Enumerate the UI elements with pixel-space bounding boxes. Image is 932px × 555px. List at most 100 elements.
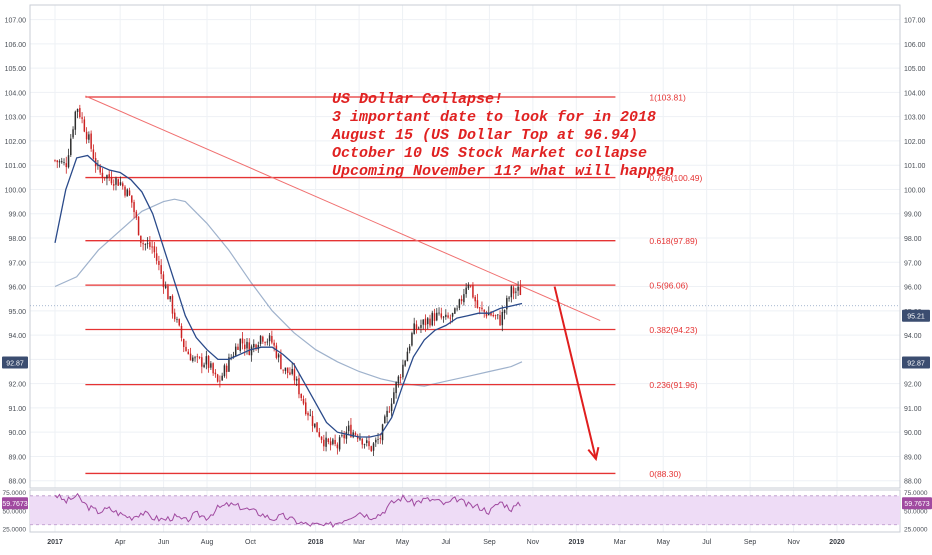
candle-body	[293, 369, 296, 381]
candle-body	[413, 323, 415, 335]
ma50-layer	[54, 154, 523, 438]
candle-body	[478, 307, 481, 309]
candle-body	[280, 354, 282, 370]
rsi-value-badge-right-bg	[902, 497, 932, 510]
candle-body	[379, 438, 382, 440]
x-tick-label: Nov	[527, 539, 540, 546]
candle-body	[101, 172, 104, 179]
candle-body	[291, 368, 293, 374]
candle-body	[192, 357, 194, 361]
y-tick-right: 99.00	[904, 212, 922, 219]
candle-body	[300, 393, 302, 398]
candle-body	[420, 325, 422, 328]
candle-body	[187, 351, 190, 355]
candle-body	[225, 365, 228, 372]
y-tick-right: 88.00	[904, 479, 922, 486]
candle-body	[223, 365, 226, 377]
x-tick-label: Apr	[115, 539, 127, 546]
candle-body	[92, 149, 95, 159]
candle-body	[112, 184, 115, 186]
candle-body	[79, 108, 81, 118]
candle-body	[124, 186, 126, 196]
candle-body	[426, 318, 429, 325]
x-tick-label: May	[657, 539, 671, 546]
y-tick-right: 89.00	[904, 454, 922, 461]
x-tick-label: Sep	[483, 539, 496, 546]
candle-body	[273, 342, 275, 346]
rsi-y-tick-right: 75.0000	[904, 490, 928, 497]
candle-body	[286, 367, 289, 373]
candle-body	[164, 286, 167, 288]
rsi-layer	[30, 492, 900, 528]
candle-body	[90, 133, 92, 149]
candle-body	[205, 356, 208, 365]
y-tick-left: 92.00	[8, 382, 26, 389]
y-tick-left: 98.00	[8, 236, 26, 243]
ma-value-badge-right-text: 92.87	[907, 361, 925, 368]
candle-body	[415, 324, 418, 330]
candle-body	[501, 312, 504, 326]
candle-body	[431, 312, 434, 326]
candle-body	[189, 353, 192, 361]
y-tick-left: 100.00	[5, 187, 27, 194]
candle-body	[119, 182, 122, 185]
y-tick-left: 106.00	[5, 42, 27, 49]
candle-body	[424, 318, 427, 326]
candle-body	[153, 246, 156, 253]
candle-body	[467, 284, 470, 289]
candle-body	[469, 285, 472, 287]
candle-body	[397, 376, 400, 384]
y-tick-left: 105.00	[5, 66, 27, 73]
x-tick-label: Oct	[245, 539, 256, 546]
candle-body	[171, 295, 174, 314]
candle-body	[512, 287, 515, 294]
candle-body	[56, 160, 58, 163]
candle-body	[318, 432, 321, 437]
candle-body	[370, 446, 373, 452]
y-tick-right: 100.00	[904, 187, 926, 194]
y-tick-right: 96.00	[904, 285, 922, 292]
candle-body	[117, 179, 119, 186]
candle-body	[268, 335, 271, 342]
candle-body	[221, 375, 223, 381]
candle-body	[445, 314, 447, 317]
candle-body	[178, 318, 180, 326]
y-tick-right: 107.00	[904, 18, 926, 25]
candle-body	[408, 346, 411, 351]
arrow-layer	[553, 286, 600, 462]
candle-body	[201, 357, 203, 367]
candle-body	[196, 356, 199, 358]
y-tick-left: 94.00	[8, 333, 26, 340]
candle-body	[99, 166, 101, 173]
candle-body	[122, 183, 124, 187]
candle-body	[135, 211, 138, 218]
candle-body	[411, 333, 413, 346]
candle-body	[503, 310, 506, 314]
candle-body	[350, 424, 352, 438]
y-tick-right: 104.00	[904, 90, 926, 97]
y-tick-left: 102.00	[5, 139, 27, 146]
candle-body	[214, 372, 217, 375]
candle-body	[67, 155, 70, 168]
candle-body	[85, 131, 88, 140]
candle-body	[474, 296, 476, 302]
candle-body	[352, 432, 354, 438]
candle-body	[320, 436, 323, 440]
y-tick-left: 96.00	[8, 285, 26, 292]
y-tick-right: 103.00	[904, 115, 926, 122]
ma200-layer	[54, 198, 523, 387]
candle-body	[393, 392, 395, 404]
candle-body	[345, 431, 348, 439]
candle-body	[140, 235, 142, 243]
annotation-line-5: Upcoming November 11? what will happen	[332, 163, 674, 180]
candle-body	[354, 432, 357, 435]
candle-body	[316, 422, 318, 433]
candle-body	[106, 175, 108, 179]
candle-body	[180, 325, 183, 338]
candle-body	[61, 161, 63, 163]
candle-body	[429, 318, 431, 326]
y-tick-right: 102.00	[904, 139, 926, 146]
candle-body	[483, 309, 485, 312]
candle-body	[207, 355, 210, 368]
